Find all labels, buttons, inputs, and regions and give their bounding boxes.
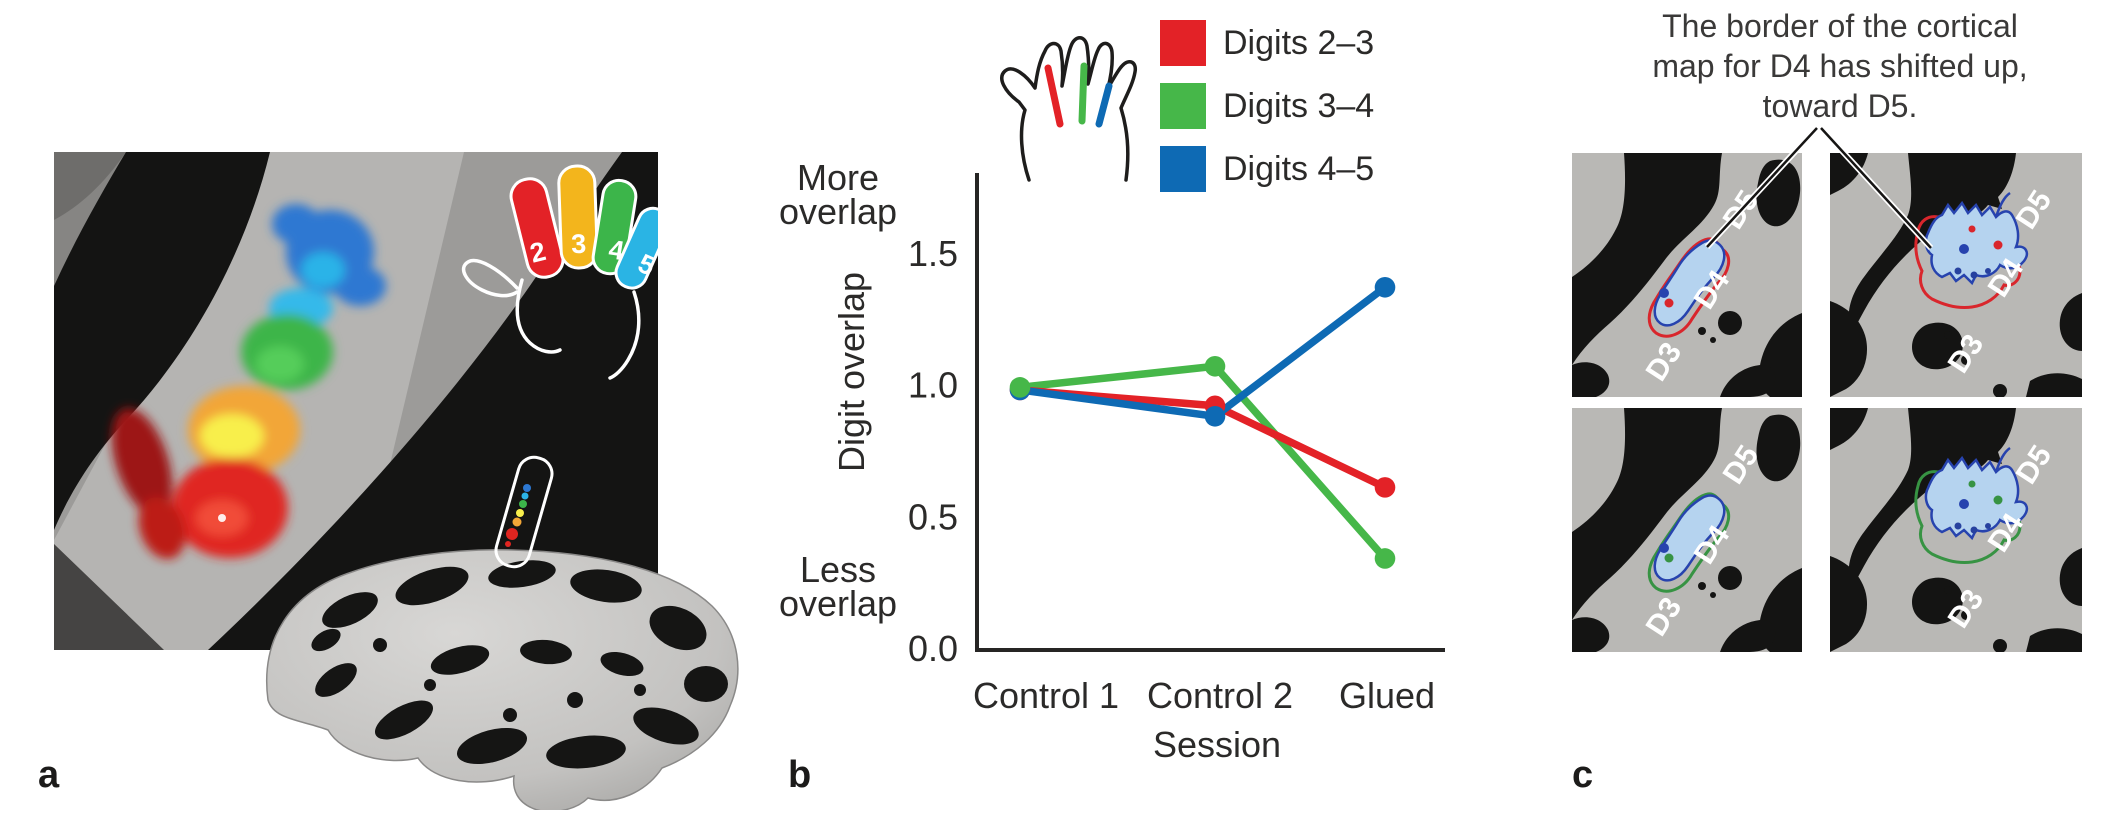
map-image-glued-top-right: D3 D4 D5 <box>1830 153 2082 402</box>
data-point <box>1204 405 1226 427</box>
inflated-brain <box>266 455 739 810</box>
y-tick-label: 0.5 <box>908 496 958 537</box>
map-image-glued-bottom-right: D3 D4 D5 <box>1830 408 2082 657</box>
digit-4-label: 4 <box>607 234 627 266</box>
x-tick-label: Control 1 <box>973 675 1119 716</box>
legend-item-2: Digits 4–5 <box>1160 146 1374 192</box>
sulcus-band-left <box>54 152 270 530</box>
caption-line-1: The border of the cortical <box>1662 8 2018 44</box>
central-sulcus-outline <box>494 455 554 569</box>
previous-border-outline <box>1647 237 1731 338</box>
digit-2-label: 2 <box>527 236 549 269</box>
y-tick-label: 1.5 <box>908 233 958 274</box>
hand-outline <box>1000 36 1138 182</box>
y-axis-annotation: overlap <box>779 191 897 232</box>
series-line-2 <box>1016 283 1389 421</box>
y-tick-label: 0.0 <box>908 628 958 669</box>
x-axis-title: Session <box>1153 724 1281 765</box>
map-image-control-bottom-left: D3 D4 D5 <box>1572 408 1802 657</box>
y-axis-annotation: overlap <box>779 583 897 624</box>
legend-swatch <box>1160 83 1206 129</box>
x-tick-label: Control 2 <box>1147 675 1293 716</box>
y-axis-annotation: More <box>797 157 879 198</box>
data-point <box>1374 477 1396 498</box>
chart-legend: Digits 2–3 Digits 3–4 Digits 4–5 <box>1160 20 1374 209</box>
y-axis-title: Digit overlap <box>831 272 872 472</box>
caption-line-3: toward D5. <box>1762 88 1918 124</box>
caption-line-2: map for D4 has shifted up, <box>1652 48 2028 84</box>
colored-hand-diagram: 2 3 4 5 <box>461 164 658 380</box>
x-tick-label: Glued <box>1339 675 1435 716</box>
panel-label-c: c <box>1572 754 1594 796</box>
caption-pointer-lines <box>1704 125 1934 251</box>
digits-4-5-line <box>1095 82 1113 128</box>
digit-map-location-marker <box>505 484 531 547</box>
flattened-cortex-square: 2 3 4 5 <box>54 152 658 650</box>
legend-swatch <box>1160 20 1206 66</box>
legend-label: Digits 2–3 <box>1223 23 1375 62</box>
panel-label-a: a <box>38 754 60 796</box>
legend-label: Digits 3–4 <box>1223 86 1375 125</box>
legend-label: Digits 4–5 <box>1223 149 1375 188</box>
previous-border-outline <box>1647 492 1731 593</box>
hand-digit-pairs-icon <box>1000 36 1138 182</box>
digit-3-label: 3 <box>571 229 587 260</box>
digit-activation-blobs <box>111 204 386 559</box>
digits-3-4-line <box>1078 62 1088 125</box>
pointer-line-left <box>1706 127 1818 248</box>
digit-overlap-line-chart: 0.00.51.01.5MoreoverlapLessoverlapContro… <box>779 157 1445 765</box>
panel-a-cortical-map-image: 2 3 4 5 <box>54 152 739 810</box>
data-point <box>1374 276 1396 298</box>
data-point <box>1374 548 1396 569</box>
data-point <box>1009 377 1031 398</box>
data-point <box>1204 355 1226 377</box>
y-tick-label: 1.0 <box>908 365 958 406</box>
legend-item-1: Digits 3–4 <box>1160 83 1374 129</box>
digits-2-3-line <box>1044 64 1064 128</box>
d4-map-blob <box>1924 455 2028 541</box>
panel-label-b: b <box>788 754 812 796</box>
legend-item-0: Digits 2–3 <box>1160 20 1374 66</box>
panel-c-caption: The border of the cortical map for D4 ha… <box>1640 6 2040 126</box>
legend-swatch <box>1160 146 1206 192</box>
y-axis-annotation: Less <box>800 549 876 590</box>
pointer-line-right <box>1820 127 1932 249</box>
series-line-0 <box>1016 386 1389 492</box>
